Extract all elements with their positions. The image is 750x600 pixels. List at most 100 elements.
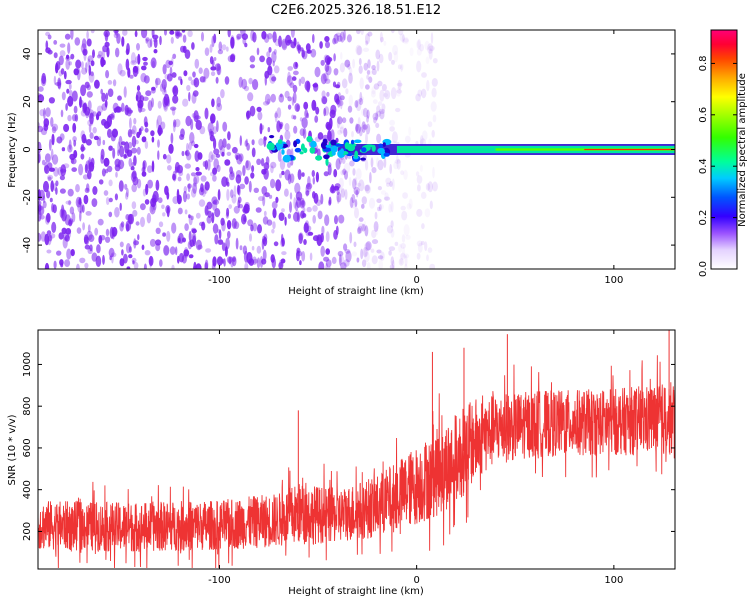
noise-blob: [355, 123, 362, 134]
spectrogram-y-tick-label: 0: [22, 146, 33, 152]
noise-blob: [370, 248, 375, 253]
noise-blob: [204, 262, 208, 269]
noise-blob: [233, 185, 237, 198]
onset-blob: [310, 140, 317, 148]
noise-blob: [81, 204, 85, 213]
noise-blob: [287, 213, 291, 219]
noise-blob: [176, 188, 180, 200]
noise-blob: [89, 244, 93, 252]
noise-blob: [278, 94, 285, 103]
noise-blob: [188, 76, 193, 81]
noise-blob: [184, 209, 188, 215]
colorbar-tick-label: 0.6: [698, 107, 709, 123]
noise-blob: [161, 204, 165, 210]
noise-blob: [242, 165, 246, 177]
noise-blob: [382, 93, 389, 98]
noise-blob: [400, 205, 406, 211]
signal-band-peak: [584, 148, 675, 151]
noise-blob: [142, 96, 149, 102]
noise-blob: [274, 112, 278, 119]
noise-blob: [195, 212, 201, 219]
noise-blob: [365, 132, 368, 144]
noise-blob: [352, 178, 357, 190]
noise-blob: [333, 185, 340, 191]
noise-blob: [132, 65, 139, 73]
onset-blob: [382, 142, 386, 147]
noise-blob: [213, 148, 220, 155]
noise-blob: [80, 130, 86, 140]
noise-blob: [336, 191, 342, 203]
noise-blob: [42, 195, 46, 204]
noise-blob: [284, 130, 291, 141]
noise-blob: [150, 130, 155, 137]
noise-blob: [427, 43, 434, 54]
noise-blob: [192, 90, 199, 97]
noise-blob: [272, 221, 276, 230]
noise-blob: [396, 158, 401, 170]
noise-blob: [97, 50, 103, 57]
onset-blob: [334, 143, 344, 147]
noise-blob: [166, 154, 172, 164]
noise-blob: [204, 160, 208, 170]
noise-blob: [60, 164, 67, 177]
noise-blob: [184, 49, 191, 59]
noise-blob: [384, 90, 391, 100]
noise-blob: [155, 239, 162, 246]
colorbar-tick-label: 0.8: [698, 55, 709, 71]
noise-blob: [361, 223, 366, 232]
noise-blob: [72, 122, 77, 133]
noise-blob: [48, 139, 52, 151]
noise-blob: [344, 170, 348, 180]
snr-y-ticks: 200 400 600 800 1000: [22, 352, 675, 541]
onset-blob: [346, 144, 356, 152]
noise-blob: [70, 30, 74, 40]
noise-blob: [416, 208, 423, 217]
snr-x-ticks: -100 0 100: [208, 330, 623, 586]
noise-blob: [128, 158, 133, 167]
noise-blob: [162, 232, 167, 237]
noise-blob: [159, 259, 163, 267]
onset-blob: [276, 145, 281, 151]
noise-blob: [132, 260, 135, 265]
noise-blob: [199, 125, 206, 135]
noise-blob: [429, 263, 436, 269]
noise-blob: [87, 55, 94, 63]
noise-blob: [69, 206, 75, 215]
noise-blob: [319, 41, 323, 49]
noise-blob: [424, 241, 428, 252]
noise-blob: [337, 116, 343, 125]
noise-blob: [229, 171, 235, 181]
noise-blob: [92, 49, 95, 59]
noise-blob: [203, 67, 210, 79]
noise-blob: [190, 172, 196, 177]
noise-blob: [385, 177, 392, 185]
snr-content: [38, 330, 675, 568]
noise-blob: [431, 129, 435, 138]
noise-blob: [324, 78, 331, 84]
onset-blob: [315, 155, 323, 161]
noise-blob: [241, 33, 248, 40]
noise-blob: [284, 188, 289, 197]
noise-blob: [339, 95, 345, 101]
noise-blob: [420, 191, 427, 199]
noise-blob: [51, 221, 57, 233]
noise-blob: [417, 184, 421, 192]
noise-blob: [160, 121, 166, 130]
noise-blob: [224, 76, 230, 85]
noise-blob: [225, 177, 229, 186]
noise-blob: [383, 196, 391, 201]
noise-blob: [289, 173, 295, 184]
noise-blob: [103, 157, 110, 167]
noise-blob: [352, 58, 355, 69]
noise-blob: [364, 184, 371, 194]
noise-blob: [119, 241, 124, 248]
noise-blob: [60, 109, 64, 118]
noise-blob: [130, 166, 135, 171]
noise-blob: [90, 71, 94, 77]
noise-blob: [431, 87, 437, 98]
noise-blob: [347, 105, 353, 113]
noise-blob: [404, 135, 411, 143]
noise-blob: [108, 197, 113, 203]
onset-blob: [322, 138, 328, 145]
noise-blob: [198, 67, 203, 74]
